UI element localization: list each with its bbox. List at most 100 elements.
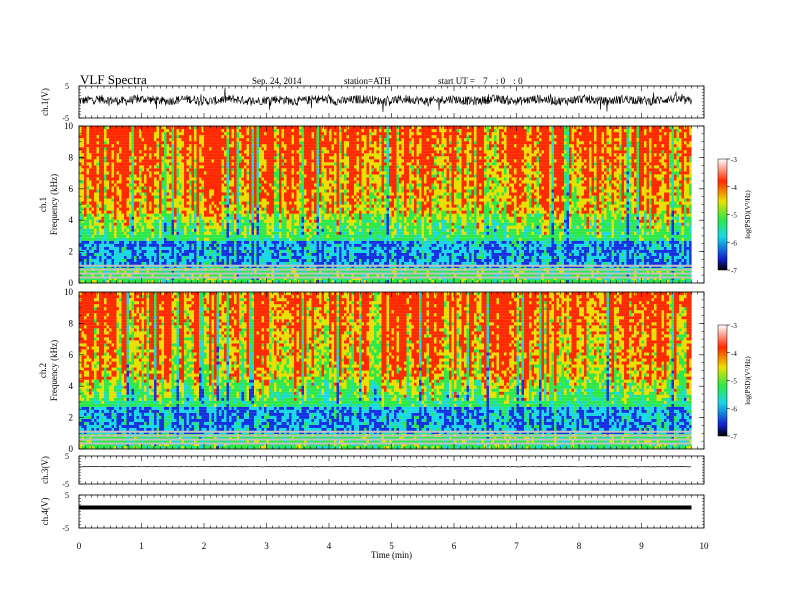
spectrogram-cell <box>467 247 470 250</box>
spectrogram-cell <box>329 235 332 238</box>
spectrogram-cell <box>362 256 365 259</box>
spectrogram-cell <box>607 250 610 253</box>
spectrogram-cell <box>124 253 127 256</box>
spectrogram-cell <box>564 235 567 238</box>
spectrogram-cell <box>402 244 405 247</box>
spectrogram-cell <box>352 244 355 247</box>
spectrogram-cell <box>407 256 410 259</box>
spectrogram-cell <box>517 250 520 253</box>
spectrogram-cell <box>659 250 662 253</box>
spectrogram-cell <box>682 259 685 262</box>
spectrogram-cell <box>567 259 570 262</box>
spectrogram-cell <box>237 256 240 259</box>
spectrogram-cell <box>92 235 95 238</box>
spectrogram-cell <box>449 241 452 244</box>
spectrogram-cell <box>649 244 652 247</box>
spectrogram-cell <box>612 253 615 256</box>
spectrogram-cell <box>687 241 690 244</box>
spectrogram-cell <box>107 259 110 262</box>
spectrogram-cell <box>512 253 515 256</box>
spectrogram-cell <box>339 256 342 259</box>
spectrogram-cell <box>414 256 417 259</box>
spectrogram-cell <box>597 247 600 250</box>
spectrogram-cell <box>459 259 462 262</box>
spectrogram-cell <box>369 259 372 262</box>
spectrogram-cell <box>547 235 550 238</box>
spectrogram-cell <box>247 250 250 253</box>
spectrogram-cell <box>284 241 287 244</box>
spectrogram-cell <box>242 244 245 247</box>
spectrogram-cell <box>212 232 215 235</box>
spectrogram-cell <box>274 232 277 235</box>
spectrogram-cell <box>547 262 550 265</box>
spectrogram-cell <box>124 238 127 241</box>
spectrogram-cell <box>684 235 687 238</box>
spectrogram-cell <box>357 241 360 244</box>
spectrogram-cell <box>154 232 157 235</box>
spectrogram-cell <box>467 262 470 265</box>
spectrogram-cell <box>529 250 532 253</box>
spectrogram-cell <box>224 253 227 256</box>
spectrogram-cell <box>447 241 450 244</box>
spectrogram-cell <box>139 247 142 250</box>
spectrogram-cell <box>489 241 492 244</box>
spectrogram-cell <box>307 238 310 241</box>
spectrogram-cell <box>457 244 460 247</box>
spectrogram-cell <box>442 256 445 259</box>
spectrogram-cell <box>284 262 287 265</box>
spectrogram-cell <box>257 253 260 256</box>
spectrogram-cell <box>324 244 327 247</box>
spectrogram-cell <box>244 232 247 235</box>
spectrogram-cell <box>649 259 652 262</box>
spectrogram-cell <box>622 244 625 247</box>
spectrogram-cell <box>422 262 425 265</box>
spectrogram-cell <box>372 259 375 262</box>
spectrogram-cell <box>359 241 362 244</box>
spectrogram-cell <box>347 256 350 259</box>
spectrogram-cell <box>87 247 90 250</box>
spectrogram-cell <box>117 256 120 259</box>
spectrogram-cell <box>387 241 390 244</box>
spectrogram-cell <box>637 253 640 256</box>
spectrogram-cell <box>489 244 492 247</box>
spectrogram-cell <box>397 244 400 247</box>
spectrogram-cell <box>127 262 130 265</box>
spectrogram-cell <box>337 241 340 244</box>
spectrogram-cell <box>569 247 572 250</box>
spectrogram-cell <box>672 247 675 250</box>
spectrogram-cell <box>309 253 312 256</box>
spectrogram-cell <box>452 256 455 259</box>
spectrogram-cell <box>539 250 542 253</box>
spectrogram-cell <box>109 250 112 253</box>
spectrogram-cell <box>239 253 242 256</box>
spectrogram-cell <box>289 253 292 256</box>
spectrogram-cell <box>109 241 112 244</box>
spectrogram-cell <box>419 256 422 259</box>
spectrogram-cell <box>234 247 237 250</box>
spectrogram-cell <box>134 262 137 265</box>
spectrogram-cell <box>484 253 487 256</box>
spectrogram-cell <box>389 244 392 247</box>
spectrogram-cell <box>412 238 415 241</box>
spectrogram-cell <box>522 262 525 265</box>
spectrogram-cell <box>114 247 117 250</box>
spectrogram-cell <box>89 241 92 244</box>
spectrogram-cell <box>169 244 172 247</box>
spectrogram-cell <box>659 241 662 244</box>
spectrogram-cell <box>614 241 617 244</box>
spectrogram-cell <box>367 253 370 256</box>
spectrogram-cell <box>114 244 117 247</box>
spectrogram-cell <box>287 247 290 250</box>
spectrogram-cell <box>332 241 335 244</box>
spectrogram-cell <box>469 241 472 244</box>
spectrogram-cell <box>292 250 295 253</box>
spectrogram-cell <box>107 232 110 235</box>
spectrogram-cell <box>462 235 465 238</box>
spectrogram-cell <box>524 235 527 238</box>
spectrogram-cell <box>84 232 87 235</box>
spectrogram-cell <box>384 256 387 259</box>
spectrogram-cell <box>134 256 137 259</box>
spectrogram-cell <box>132 241 135 244</box>
spectrogram-cell <box>287 244 290 247</box>
spectrogram-cell <box>274 250 277 253</box>
